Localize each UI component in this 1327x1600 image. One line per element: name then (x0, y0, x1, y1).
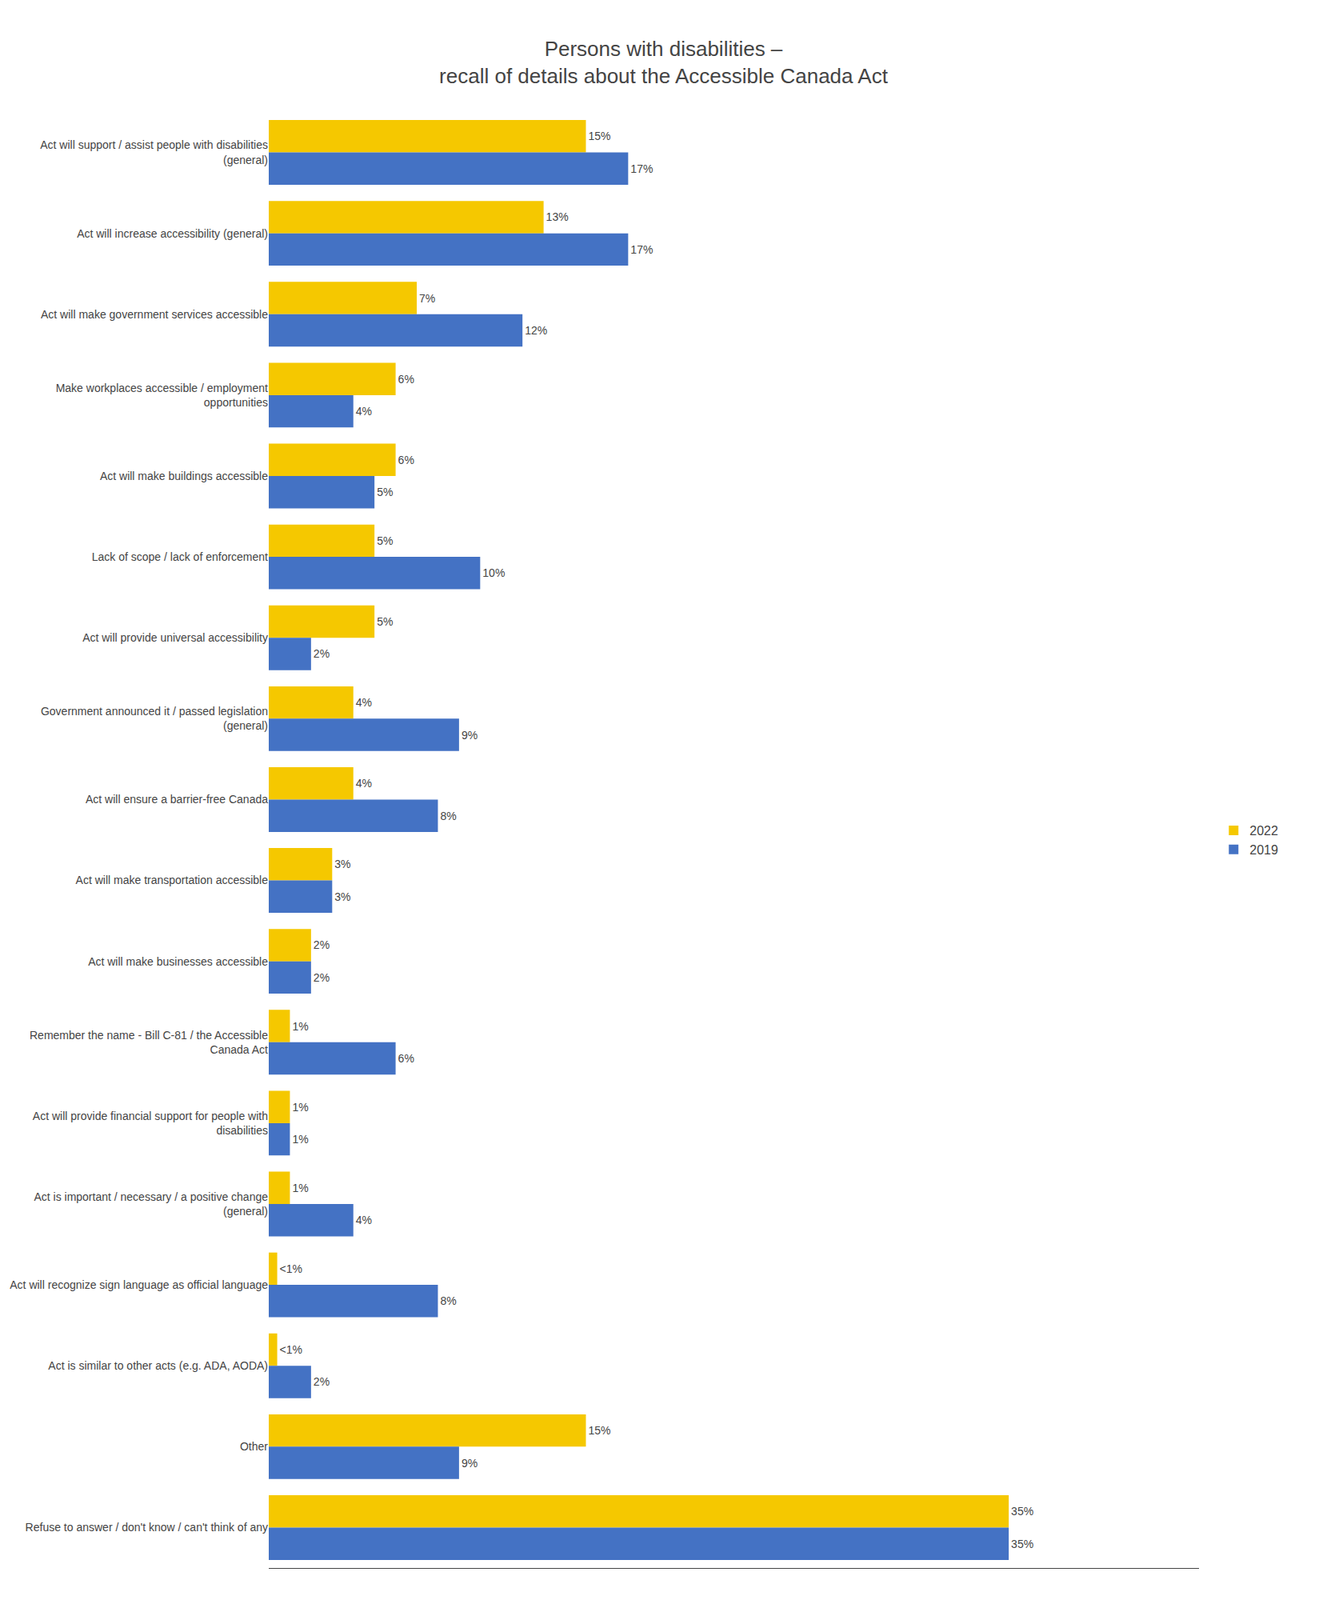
svg-text:17%: 17% (630, 243, 653, 256)
svg-text:2%: 2% (313, 971, 330, 984)
svg-text:1%: 1% (291, 1132, 308, 1146)
svg-text:3%: 3% (334, 890, 351, 904)
svg-text:Remember the name - Bill C-81: Remember the name - Bill C-81 / the Acce… (29, 1028, 268, 1056)
svg-text:Act will support / assist peop: Act will support / assist people with di… (39, 138, 268, 166)
svg-text:6%: 6% (398, 453, 415, 467)
svg-text:2%: 2% (313, 647, 330, 660)
svg-text:Government announced it / pass: Government announced it / passed legisla… (40, 704, 268, 732)
svg-text:4%: 4% (355, 776, 372, 790)
svg-text:9%: 9% (461, 728, 478, 742)
svg-text:Act will make government servi: Act will make government services access… (40, 307, 268, 321)
svg-text:Other: Other (239, 1439, 268, 1453)
svg-text:17%: 17% (630, 162, 653, 176)
svg-text:6%: 6% (398, 1051, 415, 1065)
svg-text:Act will make buildings access: Act will make buildings accessible (99, 469, 268, 483)
svg-text:Make workplaces accessible / e: Make workplaces accessible / employmento… (55, 381, 268, 409)
svg-text:Act will increase accessibilit: Act will increase accessibility (general… (76, 227, 268, 240)
svg-text:13%: 13% (546, 210, 569, 224)
svg-text:Act will provide universal acc: Act will provide universal accessibility (82, 631, 268, 644)
svg-text:9%: 9% (461, 1456, 478, 1470)
svg-text:Act is similar to other acts (: Act is similar to other acts (e.g. ADA, … (47, 1358, 268, 1372)
svg-text:2019: 2019 (1249, 843, 1279, 857)
svg-text:12%: 12% (524, 323, 548, 337)
svg-text:35%: 35% (1011, 1504, 1034, 1518)
svg-text:35%: 35% (1011, 1537, 1034, 1551)
svg-text:8%: 8% (439, 809, 456, 823)
svg-text:4%: 4% (355, 404, 372, 418)
svg-text:4%: 4% (355, 1213, 372, 1227)
svg-text:Act will recognize sign langua: Act will recognize sign language as offi… (9, 1278, 268, 1292)
svg-text:1%: 1% (291, 1100, 308, 1114)
svg-text:Act will ensure a barrier-free: Act will ensure a barrier-free Canada (85, 792, 268, 806)
svg-text:Act is important / necessary /: Act is important / necessary / a positiv… (33, 1190, 268, 1218)
svg-text:Refuse to answer / don't know: Refuse to answer / don't know / can't th… (25, 1520, 268, 1534)
svg-text:10%: 10% (482, 566, 505, 580)
svg-text:<1%: <1% (279, 1342, 303, 1356)
svg-text:5%: 5% (376, 534, 393, 548)
svg-text:15%: 15% (587, 129, 611, 143)
svg-text:Act will make transportation a: Act will make transportation accessible (75, 873, 269, 887)
svg-text:2%: 2% (313, 938, 330, 952)
svg-text:8%: 8% (439, 1294, 456, 1308)
svg-text:2%: 2% (313, 1374, 330, 1388)
svg-text:1%: 1% (291, 1019, 308, 1033)
svg-text:Lack of scope / lack of enforc: Lack of scope / lack of enforcement (91, 550, 268, 564)
svg-text:7%: 7% (419, 291, 436, 305)
svg-text:3%: 3% (334, 857, 351, 871)
svg-text:1%: 1% (291, 1181, 308, 1195)
svg-text:5%: 5% (376, 615, 393, 628)
svg-text:Persons with disabilities –rec: Persons with disabilities –recall of det… (439, 36, 889, 88)
svg-text:Act will make businesses acces: Act will make businesses accessible (87, 955, 268, 968)
svg-text:4%: 4% (355, 695, 372, 709)
svg-text:15%: 15% (587, 1423, 611, 1437)
svg-text:2022: 2022 (1249, 823, 1279, 838)
svg-text:Act will provide financial sup: Act will provide financial support for p… (32, 1109, 268, 1137)
svg-text:5%: 5% (376, 485, 393, 499)
svg-text:<1%: <1% (279, 1262, 303, 1276)
svg-text:6%: 6% (398, 372, 415, 386)
